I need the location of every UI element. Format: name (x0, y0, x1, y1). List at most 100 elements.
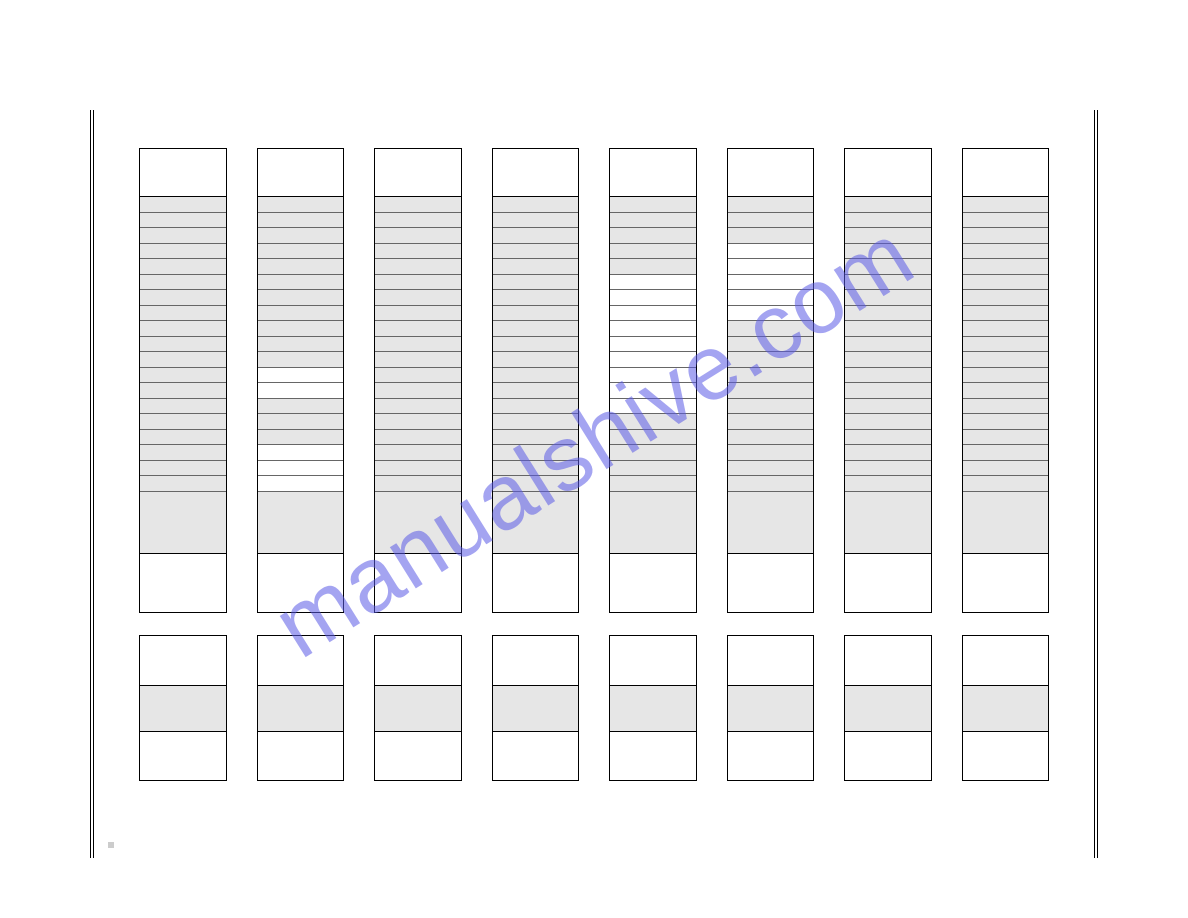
stripe-row (493, 414, 579, 430)
stripe-row (258, 383, 344, 399)
stripe-row (140, 306, 226, 322)
stripe-row (375, 368, 461, 384)
stripe-row (610, 383, 696, 399)
stripe-row (963, 244, 1049, 260)
stripe-row (845, 244, 931, 260)
small-block-top (610, 636, 696, 686)
stripe-row (140, 337, 226, 353)
stripe-row (375, 461, 461, 477)
stripe-row (728, 321, 814, 337)
block-header (258, 149, 344, 197)
stripe-row (140, 275, 226, 291)
stripe-row (610, 321, 696, 337)
column-block (727, 148, 815, 613)
stripe-row (140, 259, 226, 275)
small-block-mid (845, 686, 931, 732)
stripe-row (728, 275, 814, 291)
small-block-bottom (963, 732, 1049, 780)
small-block-bottom (610, 732, 696, 780)
stripe-row (610, 476, 696, 492)
stripe-row (258, 321, 344, 337)
small-block (727, 635, 815, 781)
stripe-row (728, 445, 814, 461)
block-header (493, 149, 579, 197)
stripe-row (845, 430, 931, 446)
stripe-row (140, 368, 226, 384)
stripe-row (140, 290, 226, 306)
stripe-row (845, 275, 931, 291)
stripe-row (610, 414, 696, 430)
stripe-row (728, 352, 814, 368)
stripe-row (963, 399, 1049, 415)
stripe-row (845, 383, 931, 399)
column-block (374, 148, 462, 613)
stripe-row (258, 337, 344, 353)
stripe-row (845, 306, 931, 322)
stripe-set (258, 197, 344, 492)
stripe-row (493, 430, 579, 446)
stripe-row (845, 368, 931, 384)
stripe-row (258, 259, 344, 275)
stripe-row (845, 197, 931, 213)
stripe-row (493, 383, 579, 399)
stripe-row (845, 461, 931, 477)
small-block-mid (963, 686, 1049, 732)
stripe-row (963, 414, 1049, 430)
stripe-row (845, 414, 931, 430)
stripe-row (375, 290, 461, 306)
stripe-set (375, 197, 461, 492)
corner-mark (108, 842, 114, 848)
stripe-row (963, 321, 1049, 337)
small-block-bottom (375, 732, 461, 780)
stripe-row (963, 476, 1049, 492)
stripe-row (610, 197, 696, 213)
stripe-set (963, 197, 1049, 492)
block-mid (610, 492, 696, 554)
stripe-row (493, 197, 579, 213)
stripe-row (258, 352, 344, 368)
stripe-row (493, 259, 579, 275)
stripe-row (963, 197, 1049, 213)
stripe-row (963, 213, 1049, 229)
block-mid (375, 492, 461, 554)
stripe-row (493, 244, 579, 260)
top-row (114, 110, 1074, 613)
stripe-row (728, 430, 814, 446)
column-block (844, 148, 932, 613)
stripe-row (728, 383, 814, 399)
block-footer (963, 554, 1049, 612)
block-footer (845, 554, 931, 612)
small-block-top (258, 636, 344, 686)
block-mid (845, 492, 931, 554)
small-block-mid (728, 686, 814, 732)
stripe-row (493, 461, 579, 477)
stripe-row (375, 352, 461, 368)
stripe-row (375, 399, 461, 415)
stripe-row (728, 259, 814, 275)
stripe-row (258, 290, 344, 306)
stripe-row (845, 352, 931, 368)
stripe-row (375, 228, 461, 244)
small-block-mid (375, 686, 461, 732)
page-frame (90, 110, 1098, 858)
stripe-row (963, 290, 1049, 306)
stripe-row (140, 228, 226, 244)
stripe-row (963, 445, 1049, 461)
stripe-row (610, 368, 696, 384)
stripe-row (258, 244, 344, 260)
stripe-row (728, 197, 814, 213)
stripe-row (258, 368, 344, 384)
block-footer (375, 554, 461, 612)
stripe-row (258, 445, 344, 461)
small-block (374, 635, 462, 781)
stripe-row (845, 321, 931, 337)
stripe-row (140, 399, 226, 415)
stripe-row (963, 383, 1049, 399)
stripe-row (845, 259, 931, 275)
stripe-row (610, 461, 696, 477)
stripe-row (963, 275, 1049, 291)
stripe-row (258, 430, 344, 446)
stripe-row (610, 306, 696, 322)
small-block-mid (493, 686, 579, 732)
stripe-row (375, 275, 461, 291)
